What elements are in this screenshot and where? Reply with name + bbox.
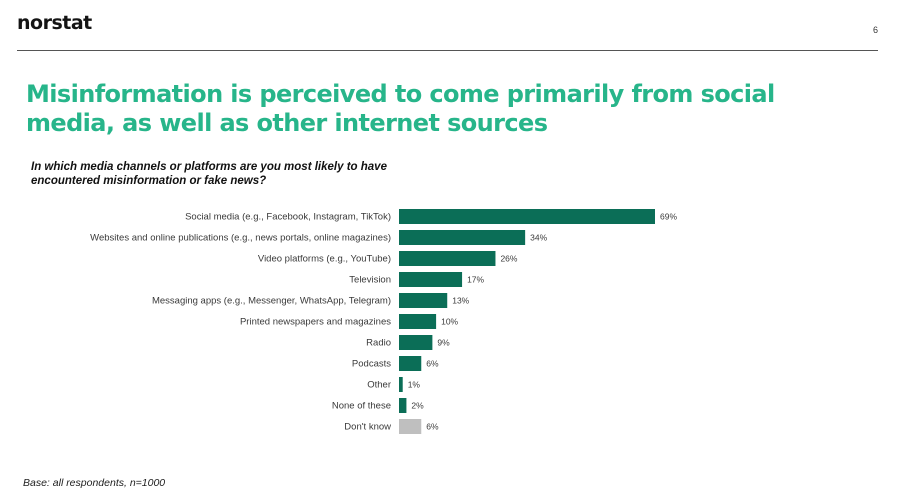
- category-label: Websites and online publications (e.g., …: [90, 233, 391, 244]
- survey-question: In which media channels or platforms are…: [31, 161, 387, 187]
- category-label: None of these: [332, 401, 391, 412]
- data-label: 13%: [452, 296, 469, 306]
- bar: [399, 230, 526, 245]
- bar: [399, 314, 437, 329]
- data-label: 9%: [437, 338, 450, 348]
- data-label: 10%: [441, 317, 458, 327]
- category-label: Don't know: [344, 422, 391, 433]
- data-label: 69%: [660, 212, 677, 222]
- bar: [399, 251, 496, 266]
- norstat-logo: norstat: [17, 12, 92, 34]
- bar: [399, 356, 422, 371]
- bar: [399, 272, 463, 287]
- category-label: Podcasts: [352, 359, 391, 370]
- bar: [399, 377, 403, 392]
- header-divider: [17, 50, 878, 51]
- bar: [399, 398, 407, 413]
- data-label: 2%: [411, 401, 424, 411]
- category-label: Video platforms (e.g., YouTube): [258, 254, 391, 265]
- category-label: Social media (e.g., Facebook, Instagram,…: [185, 212, 391, 223]
- bar: [399, 335, 433, 350]
- page-number: 6: [872, 25, 878, 35]
- category-label: Printed newspapers and magazines: [240, 317, 391, 328]
- data-label: 17%: [467, 275, 484, 285]
- data-label: 34%: [530, 233, 547, 243]
- data-label: 26%: [500, 254, 517, 264]
- category-label: Other: [367, 380, 391, 391]
- data-label: 6%: [426, 359, 439, 369]
- base-footnote: Base: all respondents, n=1000: [23, 477, 166, 489]
- bar: [399, 209, 655, 224]
- data-label: 6%: [426, 422, 439, 432]
- slide-title: Misinformation is perceived to come prim…: [26, 80, 775, 137]
- bar: [399, 293, 448, 308]
- bar: [399, 419, 422, 434]
- category-label: Messaging apps (e.g., Messenger, WhatsAp…: [152, 296, 391, 307]
- category-label: Television: [349, 275, 391, 286]
- category-label: Radio: [366, 338, 391, 349]
- data-label: 1%: [408, 380, 421, 390]
